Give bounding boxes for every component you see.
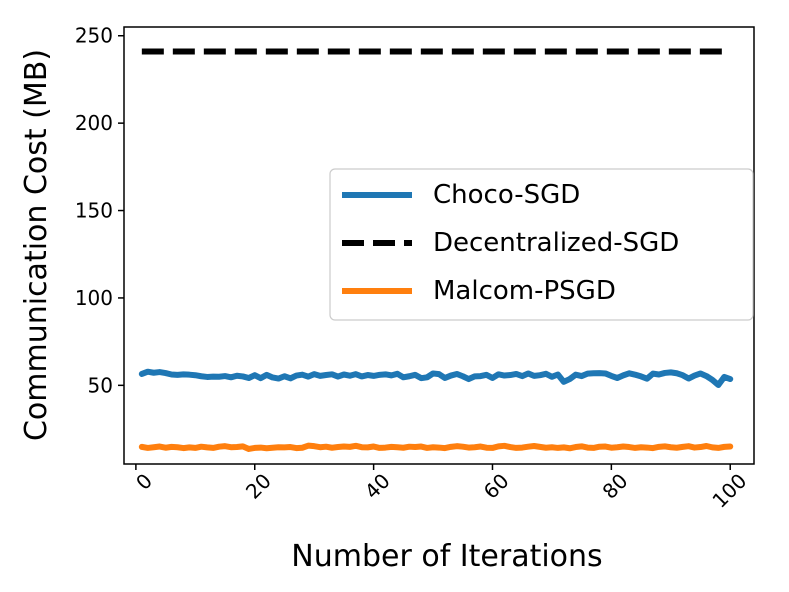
legend: Choco-SGD Decentralized-SGD Malcom-PSGD bbox=[329, 168, 754, 321]
y-tick-label: 200 bbox=[75, 111, 113, 135]
x-axis: 0 20 40 60 80 100 bbox=[131, 464, 751, 513]
x-tick-label: 0 bbox=[131, 469, 157, 495]
y-tick-label: 150 bbox=[75, 199, 113, 223]
legend-label: Malcom-PSGD bbox=[433, 276, 616, 306]
series-line-malcom-psgd bbox=[138, 442, 734, 452]
x-tick-label: 40 bbox=[360, 469, 395, 504]
y-tick-label: 50 bbox=[88, 373, 113, 397]
x-tick-label: 100 bbox=[707, 469, 751, 513]
plot-lines bbox=[138, 48, 734, 452]
y-axis: 50 100 150 200 250 bbox=[75, 24, 124, 397]
x-axis-label: Number of Iterations bbox=[291, 539, 602, 574]
x-tick-label: 60 bbox=[479, 469, 514, 504]
x-tick-label: 80 bbox=[598, 469, 633, 504]
x-tick-label: 20 bbox=[241, 469, 276, 504]
y-tick-label: 250 bbox=[75, 24, 113, 48]
y-tick-label: 100 bbox=[75, 286, 113, 310]
legend-label: Decentralized-SGD bbox=[433, 228, 679, 258]
legend-label: Choco-SGD bbox=[433, 180, 580, 210]
plot-frame bbox=[123, 26, 755, 465]
y-axis-label: Communication Cost (MB) bbox=[19, 49, 54, 441]
legend-frame bbox=[329, 168, 754, 321]
series-line-choco-sgd bbox=[138, 368, 734, 388]
